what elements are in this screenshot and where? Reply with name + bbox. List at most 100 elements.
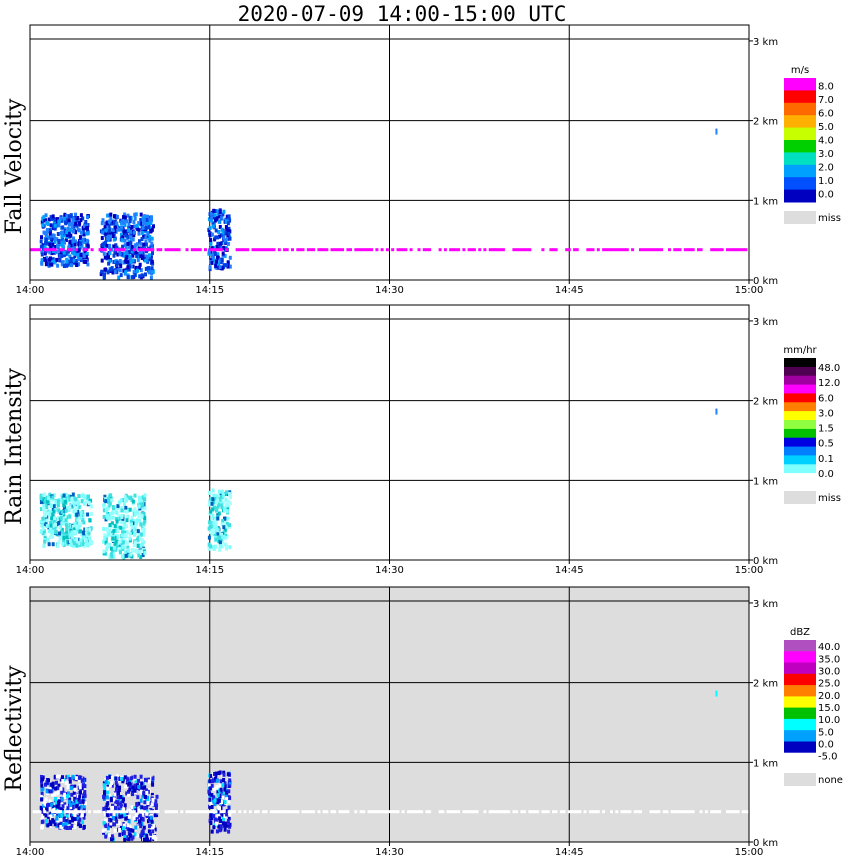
data-cell: [60, 521, 64, 526]
data-cell: [112, 528, 116, 533]
data-cell: [209, 496, 213, 501]
data-cell: [224, 225, 228, 229]
data-cell: [128, 255, 132, 259]
data-cell: [341, 248, 345, 252]
data-cell: [224, 536, 228, 541]
data-cell: [142, 529, 146, 534]
data-cell: [108, 515, 112, 520]
data-cell: [515, 810, 519, 814]
data-cell: [51, 810, 55, 814]
colorbar-swatch: [784, 464, 816, 474]
data-cell: [109, 533, 113, 537]
data-cell: [225, 796, 229, 801]
data-cell: [106, 807, 109, 812]
data-cell: [631, 248, 635, 252]
data-cell: [63, 212, 67, 217]
data-cell: [213, 817, 217, 822]
data-cell: [145, 814, 149, 818]
data-cell: [135, 550, 139, 555]
data-cell: [44, 797, 48, 802]
data-cell: [120, 776, 124, 781]
data-cell: [101, 242, 105, 247]
data-cell: [139, 522, 143, 527]
data-cell: [380, 248, 384, 252]
data-cell: [216, 501, 220, 505]
data-cell: [686, 810, 690, 814]
data-cell: [44, 249, 48, 254]
data-cell: [209, 544, 212, 549]
data-cell: [147, 225, 151, 230]
data-cell: [216, 790, 220, 795]
colorbar-swatch: [784, 177, 816, 191]
data-cell: [517, 248, 521, 252]
data-cell: [110, 836, 114, 841]
data-cell: [119, 248, 123, 252]
data-cell: [59, 810, 62, 814]
data-cell: [280, 810, 284, 814]
data-cell: [59, 813, 63, 818]
data-cell: [117, 807, 121, 812]
data-cell: [220, 800, 223, 805]
data-cell: [120, 508, 124, 513]
data-cell: [65, 259, 69, 264]
data-cell: [43, 498, 47, 503]
data-cell: [109, 212, 113, 217]
data-cell: [135, 521, 139, 526]
data-cell: [64, 810, 68, 814]
data-cell: [75, 804, 79, 809]
data-cell: [149, 275, 153, 280]
data-cell: [104, 499, 108, 504]
data-cell: [49, 236, 53, 241]
data-cell: [222, 263, 226, 268]
data-cell: [132, 527, 136, 532]
data-cell: [43, 492, 46, 497]
data-cell: [102, 508, 106, 513]
colorbar-swatch: [784, 437, 816, 448]
data-cell: [93, 810, 97, 814]
data-cell: [50, 239, 53, 244]
data-cell: [88, 527, 92, 532]
data-cell: [472, 248, 476, 252]
data-cell: [124, 505, 128, 510]
data-cell: [51, 236, 55, 241]
data-cell: [56, 499, 60, 504]
data-cell: [467, 810, 471, 814]
data-cell: [641, 248, 645, 252]
data-cell: [129, 264, 133, 269]
data-cell: [221, 539, 225, 544]
data-cell: [48, 495, 52, 500]
data-cell: [54, 522, 57, 527]
data-cell: [210, 516, 214, 521]
colorbar-swatch: [784, 455, 816, 465]
data-cell: [77, 241, 81, 246]
data-cell: [107, 532, 110, 537]
data-cell: [372, 810, 376, 814]
data-cell: [401, 810, 405, 814]
data-cell: [139, 218, 143, 222]
data-cell: [109, 821, 113, 826]
colorbar-swatch: [784, 662, 816, 675]
data-cell: [146, 248, 149, 252]
data-cell: [85, 238, 89, 243]
data-cell: [226, 236, 230, 241]
data-cell: [102, 251, 106, 256]
data-cell: [126, 241, 130, 246]
data-cell: [45, 807, 49, 812]
data-cell: [65, 531, 69, 536]
data-cell: [207, 217, 211, 222]
data-cell: [106, 810, 110, 814]
data-cell: [42, 504, 46, 509]
data-cell: [100, 236, 104, 240]
data-cell: [220, 544, 224, 549]
colorbar-label: 4.0: [818, 135, 834, 146]
data-cell: [111, 228, 115, 233]
data-cell: [126, 259, 130, 264]
data-cell: [138, 500, 142, 504]
data-cell: [72, 543, 76, 548]
data-cell: [362, 810, 366, 814]
data-cell: [123, 835, 127, 840]
data-cell: [617, 248, 621, 252]
data-cell: [79, 790, 82, 795]
data-cell: [554, 248, 558, 252]
data-cell: [123, 243, 127, 248]
